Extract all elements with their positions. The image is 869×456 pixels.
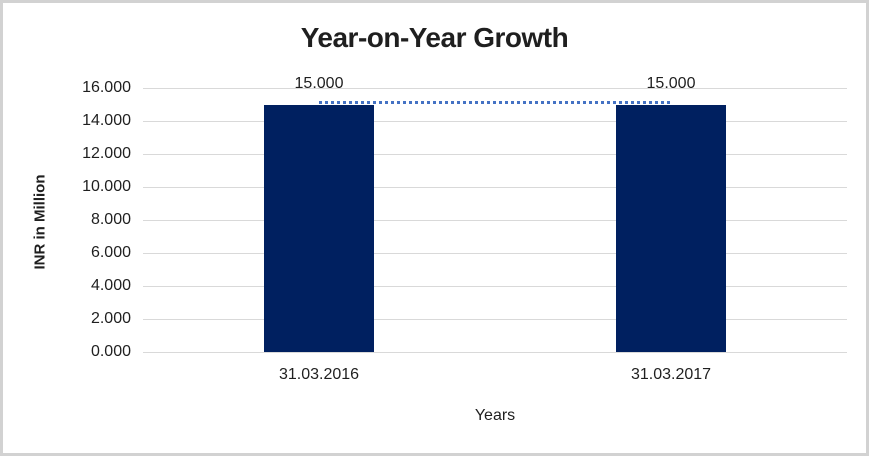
x-axis-category-label: 31.03.2016 [278,366,360,383]
y-axis-tick-label: 6.000 [90,244,131,261]
gridline [143,252,847,254]
y-axis-tick-label: 12.000 [82,145,131,162]
gridline [143,153,847,155]
y-axis-tick-label: 14.000 [82,112,131,129]
bar [616,104,726,352]
y-axis-tick-label: 16.000 [82,79,131,96]
bar-data-label: 15.000 [294,74,344,92]
gridline [143,87,847,89]
gridline [143,318,847,320]
bar [264,104,374,352]
gridline [143,186,847,188]
y-axis-tick-label: 0.000 [90,343,131,360]
gridline [143,120,847,122]
gridline [143,285,847,287]
gridline [143,219,847,221]
x-axis-title: Years [474,407,516,424]
gridline [143,351,847,353]
y-axis-tick-label: 8.000 [90,211,131,228]
plot-area [143,87,847,353]
y-axis-tick-label: 10.000 [82,178,131,195]
x-axis-category-label: 31.03.2017 [630,366,712,383]
bar-data-label: 15.000 [646,74,696,92]
trend-line [319,100,671,104]
y-axis-tick-label: 2.000 [90,310,131,327]
y-axis-tick-label: 4.000 [90,277,131,294]
chart-title: Year-on-Year Growth [300,22,569,53]
